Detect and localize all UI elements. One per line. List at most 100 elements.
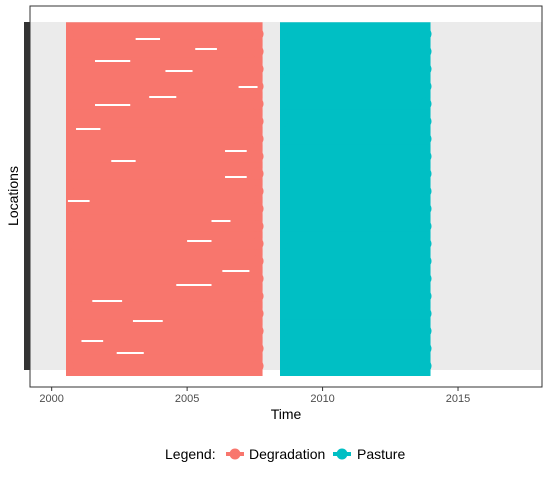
point-pasture (280, 80, 288, 93)
segment-pasture (280, 354, 431, 376)
gap-line (187, 240, 212, 242)
point-pasture (419, 97, 432, 110)
series-layer (66, 22, 432, 376)
point-degradation (66, 45, 74, 58)
gap-line (116, 352, 144, 354)
point-pasture (419, 62, 432, 75)
gap-line (92, 300, 123, 302)
point-pasture (280, 115, 288, 128)
point-degradation (251, 132, 264, 145)
point-pasture (419, 220, 432, 233)
gap-line (135, 38, 161, 40)
point-degradation (251, 45, 264, 58)
point-degradation (251, 97, 264, 110)
point-pasture (280, 185, 288, 198)
point-degradation (66, 220, 74, 233)
gap-line (238, 86, 258, 88)
point-degradation (251, 290, 264, 303)
point-degradation (66, 80, 74, 93)
point-degradation (66, 167, 74, 180)
point-pasture (419, 45, 432, 58)
point-degradation (251, 307, 264, 320)
point-degradation (66, 360, 74, 372)
point-pasture (280, 342, 288, 355)
point-degradation (66, 307, 74, 320)
point-pasture (419, 150, 432, 163)
x-axis: 2000 2005 2010 2015 (39, 387, 470, 405)
point-pasture (280, 360, 288, 372)
point-degradation (251, 220, 264, 233)
x-tick-label: 2000 (39, 393, 63, 405)
point-pasture (280, 307, 288, 320)
gap-line (111, 160, 136, 162)
point-pasture (419, 272, 432, 285)
locations-axis-bar (24, 22, 30, 370)
point-degradation (66, 115, 74, 128)
x-tick-label: 2010 (310, 393, 334, 405)
point-degradation (251, 325, 264, 338)
gap-line (195, 48, 217, 50)
point-pasture (419, 115, 432, 128)
point-degradation (251, 255, 264, 268)
point-degradation (66, 28, 74, 40)
point-pasture (419, 325, 432, 338)
legend-label-degradation: Degradation (249, 446, 325, 462)
degradation-gaps (67, 38, 258, 354)
point-degradation (251, 342, 264, 355)
point-degradation (66, 342, 74, 355)
point-pasture (280, 28, 288, 40)
gap-line (76, 128, 101, 130)
legend-label-pasture: Pasture (357, 446, 405, 462)
point-degradation (66, 255, 74, 268)
point-degradation (66, 325, 74, 338)
point-degradation (251, 360, 264, 372)
legend-title: Legend: (165, 446, 216, 462)
point-pasture (419, 167, 432, 180)
point-pasture (280, 167, 288, 180)
legend-key-pasture (333, 448, 351, 460)
legend-key-degradation (226, 448, 244, 460)
x-tick-label: 2015 (446, 393, 470, 405)
gap-line (211, 220, 231, 222)
point-degradation (66, 202, 74, 215)
gap-line (132, 320, 163, 322)
point-pasture (419, 80, 432, 93)
point-degradation (66, 237, 74, 250)
gap-line (81, 340, 104, 342)
x-axis-title: Time (271, 406, 302, 422)
point-pasture (280, 150, 288, 163)
point-pasture (419, 290, 432, 303)
point-degradation (251, 150, 264, 163)
point-pasture (419, 255, 432, 268)
point-pasture (280, 132, 288, 145)
point-pasture (280, 237, 288, 250)
point-degradation (251, 62, 264, 75)
point-pasture (280, 290, 288, 303)
series-degradation (66, 22, 264, 376)
point-degradation (251, 185, 264, 198)
point-degradation (66, 290, 74, 303)
gap-line (67, 200, 90, 202)
point-degradation (251, 28, 264, 40)
point-degradation (251, 272, 264, 285)
segment-degradation (66, 354, 263, 376)
gap-line (149, 96, 177, 98)
gap-line (95, 104, 131, 106)
point-pasture (419, 237, 432, 250)
point-pasture (419, 132, 432, 145)
point-degradation (251, 237, 264, 250)
point-pasture (280, 45, 288, 58)
point-pasture (419, 185, 432, 198)
point-degradation (66, 62, 74, 75)
point-pasture (280, 97, 288, 110)
gap-line (165, 70, 193, 72)
x-tick-label: 2005 (175, 393, 199, 405)
point-degradation (66, 185, 74, 198)
point-pasture (419, 342, 432, 355)
point-pasture (419, 202, 432, 215)
point-pasture (280, 220, 288, 233)
point-pasture (280, 325, 288, 338)
gap-line (222, 270, 250, 272)
point-degradation (251, 202, 264, 215)
point-pasture (280, 202, 288, 215)
